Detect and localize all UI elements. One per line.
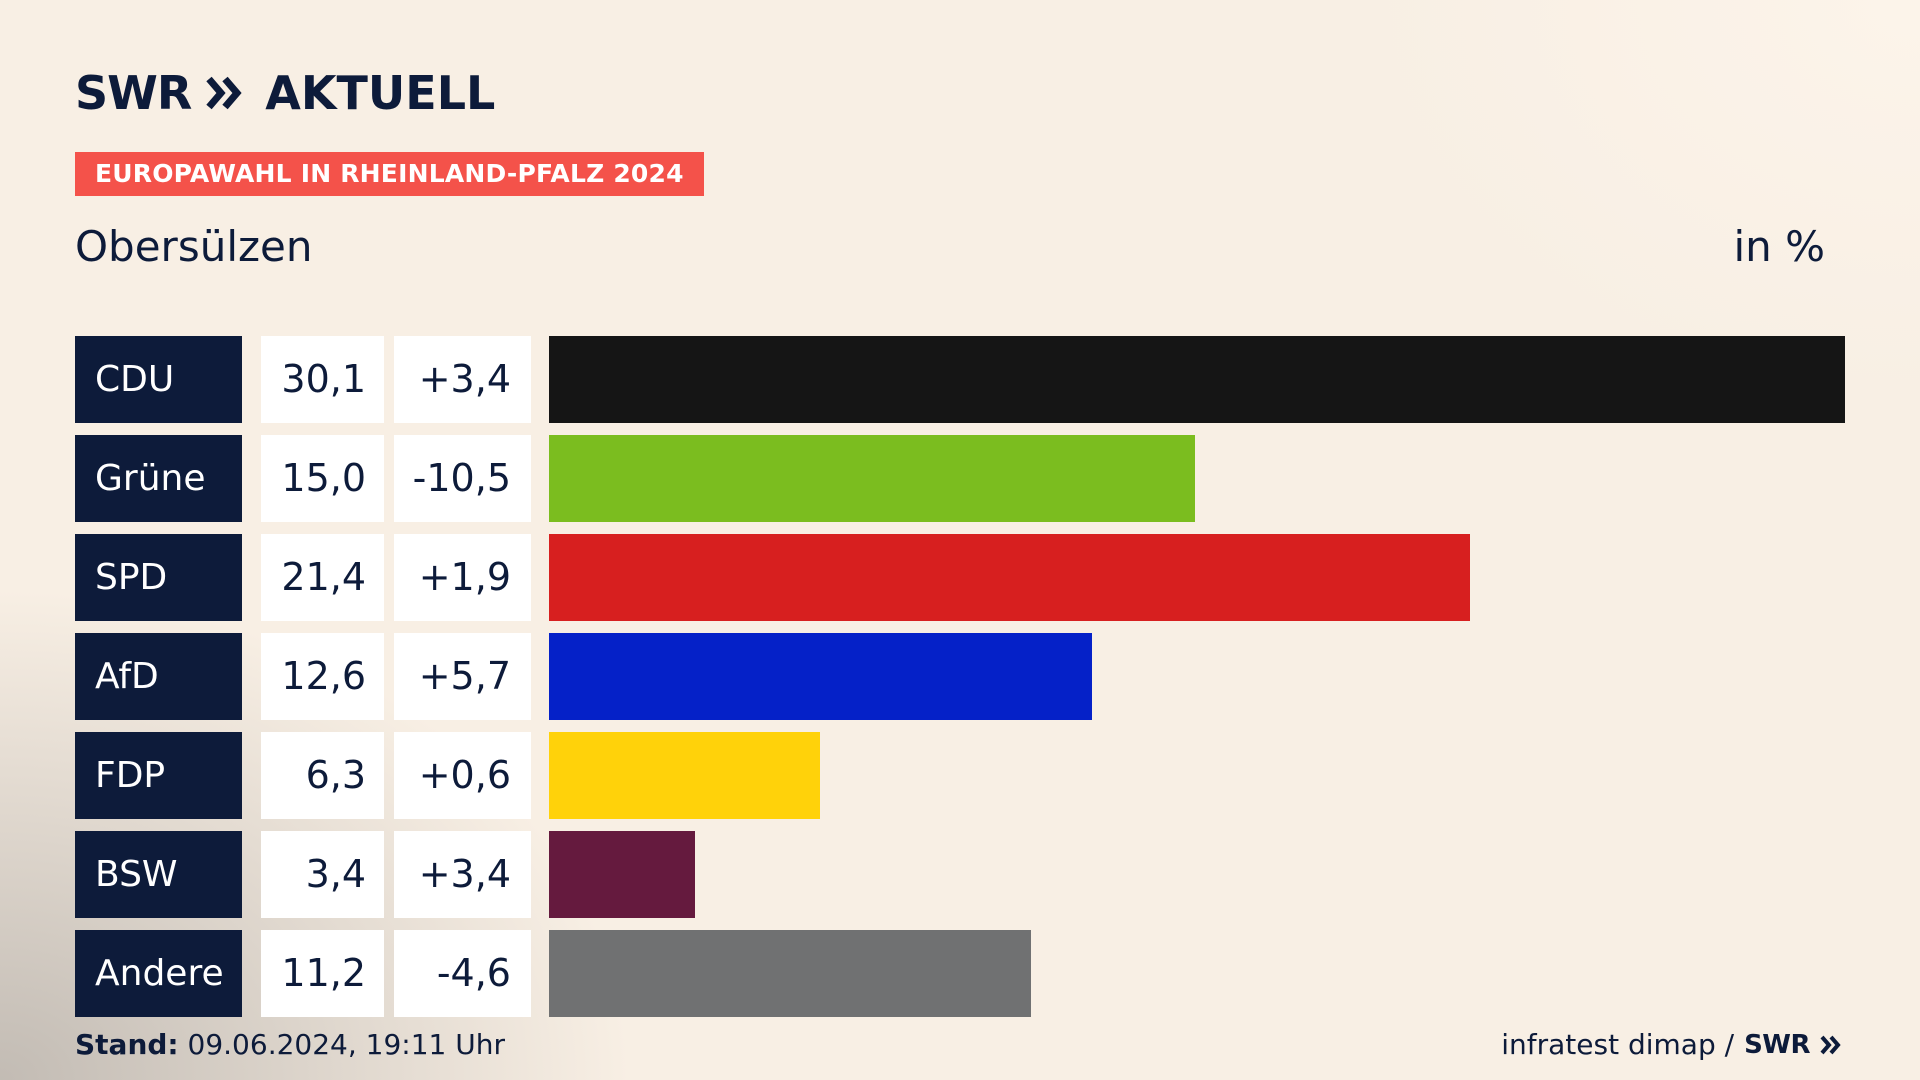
change-label: +1,9 — [394, 534, 531, 621]
source: infratest dimap / SWR — [1501, 1028, 1842, 1061]
vote-share-label: 6,3 — [261, 732, 384, 819]
vote-share-label: 3,4 — [261, 831, 384, 918]
vote-share-label: 30,1 — [261, 336, 384, 423]
bar-cdu — [549, 336, 1845, 423]
source-logo: SWR — [1744, 1029, 1810, 1060]
double-chevron-icon — [1820, 1035, 1841, 1054]
election-tag: EUROPAWAHL IN RHEINLAND-PFALZ 2024 — [75, 152, 704, 196]
bar-fdp — [549, 732, 820, 819]
brand-logo-text: SWR — [75, 66, 192, 120]
bar-afd — [549, 633, 1092, 720]
result-row: Andere 11,2 -4,6 — [75, 930, 1845, 1017]
result-row: CDU 30,1 +3,4 — [75, 336, 1845, 423]
result-row: AfD 12,6 +5,7 — [75, 633, 1845, 720]
brand-title: AKTUELL — [265, 66, 496, 120]
party-label: FDP — [75, 732, 242, 819]
timestamp-label: Stand: — [75, 1028, 179, 1061]
chart-title: Obersülzen — [75, 222, 313, 271]
unit-label: in % — [1733, 222, 1825, 271]
result-row: SPD 21,4 +1,9 — [75, 534, 1845, 621]
result-row: Grüne 15,0 -10,5 — [75, 435, 1845, 522]
source-text: infratest dimap / — [1501, 1028, 1735, 1061]
double-chevron-icon — [206, 76, 242, 110]
result-row: FDP 6,3 +0,6 — [75, 732, 1845, 819]
change-label: -4,6 — [394, 930, 531, 1017]
bar-bsw — [549, 831, 695, 918]
party-label: Grüne — [75, 435, 242, 522]
party-label: AfD — [75, 633, 242, 720]
party-label: CDU — [75, 336, 242, 423]
timestamp-value: 09.06.2024, 19:11 Uhr — [187, 1028, 505, 1061]
vote-share-label: 21,4 — [261, 534, 384, 621]
party-label: BSW — [75, 831, 242, 918]
change-label: +3,4 — [394, 831, 531, 918]
bar-andere — [549, 930, 1031, 1017]
vote-share-label: 15,0 — [261, 435, 384, 522]
brand-logo: SWR AKTUELL — [75, 68, 495, 118]
change-label: +0,6 — [394, 732, 531, 819]
party-label: Andere — [75, 930, 242, 1017]
result-row: BSW 3,4 +3,4 — [75, 831, 1845, 918]
vote-share-label: 11,2 — [261, 930, 384, 1017]
bar-grüne — [549, 435, 1195, 522]
change-label: +3,4 — [394, 336, 531, 423]
change-label: -10,5 — [394, 435, 531, 522]
party-label: SPD — [75, 534, 242, 621]
result-rows: CDU 30,1 +3,4 Grüne 15,0 -10,5 SPD 21,4 +1,9 AfD 1… — [75, 336, 1845, 1029]
change-label: +5,7 — [394, 633, 531, 720]
bar-spd — [549, 534, 1470, 621]
timestamp: Stand: 09.06.2024, 19:11 Uhr — [75, 1028, 505, 1061]
vote-share-label: 12,6 — [261, 633, 384, 720]
